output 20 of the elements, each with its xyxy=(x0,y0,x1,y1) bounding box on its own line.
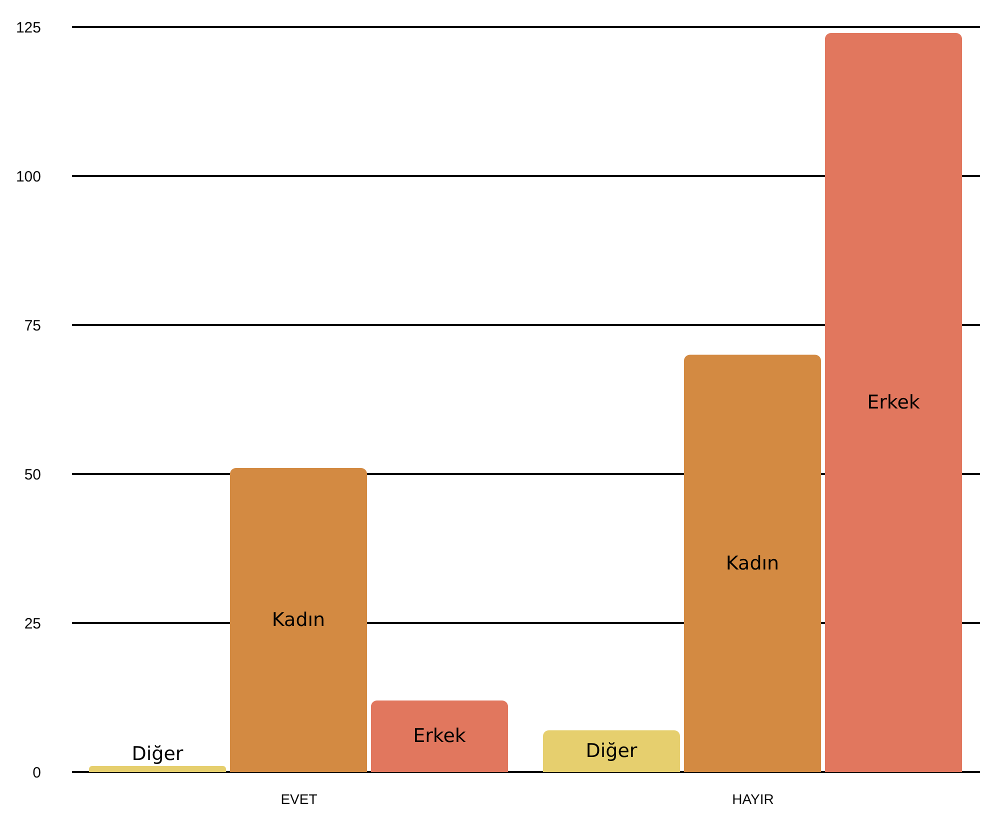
series-label: Erkek xyxy=(413,725,466,748)
bar xyxy=(89,766,226,772)
y-tick-label: 125 xyxy=(16,19,41,36)
y-tick-label: 0 xyxy=(32,764,41,782)
bar xyxy=(684,354,821,772)
bar xyxy=(825,32,962,772)
series-label: Diğer xyxy=(132,743,184,766)
y-tick-label: 25 xyxy=(24,615,41,632)
bar xyxy=(543,730,680,772)
y-tick-label: 75 xyxy=(24,317,41,334)
text: Erkek xyxy=(867,391,920,414)
series-label: Kadın xyxy=(726,552,780,574)
bar xyxy=(230,468,367,772)
y-tick-label: 50 xyxy=(24,466,41,484)
x-tick-label: EVET xyxy=(280,790,318,807)
text: Kadın xyxy=(272,609,326,632)
bar xyxy=(371,700,508,772)
y-tick-label: 100 xyxy=(16,168,41,186)
text: Diğer xyxy=(586,740,638,762)
x-tick-label: HAYIR xyxy=(732,790,774,807)
